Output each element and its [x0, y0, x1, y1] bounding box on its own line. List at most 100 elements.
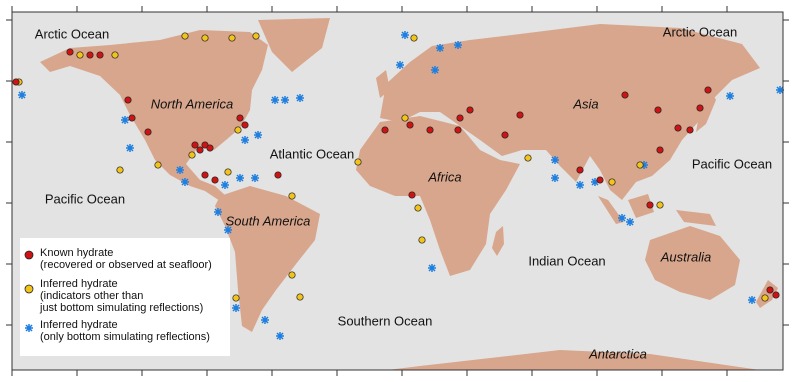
- place-label: South America: [226, 213, 311, 228]
- new-zealand: [756, 280, 778, 308]
- hydrate-marker: [236, 174, 244, 182]
- hydrate-marker: [748, 296, 756, 304]
- ticks: [6, 6, 789, 376]
- hydrate-marker: [234, 126, 242, 134]
- hydrate-marker: [181, 32, 189, 40]
- hydrate-marker: [436, 44, 444, 52]
- hydrate-marker: [596, 176, 604, 184]
- hydrate-marker: [224, 226, 232, 234]
- hydrate-marker: [211, 176, 219, 184]
- hydrate-marker: [232, 304, 240, 312]
- hydrate-marker: [454, 126, 462, 134]
- hydrate-marker: [428, 264, 436, 272]
- hydrate-marker: [608, 178, 616, 186]
- hydrate-marker: [704, 86, 712, 94]
- hydrate-marker: [640, 161, 648, 169]
- hydrate-marker: [426, 126, 434, 134]
- hydrate-marker: [181, 178, 189, 186]
- hydrate-marker: [241, 121, 249, 129]
- sumatra: [598, 196, 624, 224]
- place-label: North America: [151, 96, 234, 111]
- hydrate-marker: [274, 171, 282, 179]
- hydrate-marker: [401, 31, 409, 39]
- legend-text: just bottom simulating reflections): [39, 302, 203, 314]
- hydrate-marker: [621, 91, 629, 99]
- hydrate-marker: [271, 96, 279, 104]
- africa: [356, 116, 520, 276]
- hydrate-marker: [408, 191, 416, 199]
- legend-symbol: [25, 324, 33, 332]
- hydrate-marker: [228, 34, 236, 42]
- hydrate-marker: [381, 126, 389, 134]
- hydrate-marker: [144, 128, 152, 136]
- legend-text: (recovered or observed at seafloor): [40, 259, 212, 271]
- hydrate-marker: [656, 146, 664, 154]
- antarctica: [387, 350, 760, 370]
- legend-text: Inferred hydrate: [40, 278, 118, 290]
- hydrate-marker: [354, 158, 362, 166]
- hydrate-marker: [761, 294, 769, 302]
- hydrate-marker: [236, 114, 244, 122]
- frame: [11, 11, 784, 371]
- place-label: Arctic Ocean: [35, 26, 109, 41]
- hydrate-marker: [288, 271, 296, 279]
- legend-text: Known hydrate: [40, 247, 113, 259]
- hydrate-marker: [254, 131, 262, 139]
- hydrate-marker: [636, 161, 644, 169]
- hydrate-marker: [126, 144, 134, 152]
- hydrate-marker: [76, 51, 84, 59]
- hydrate-marker: [766, 286, 774, 294]
- legend-text: (only bottom simulating reflections): [40, 331, 210, 343]
- hydrate-marker: [128, 114, 136, 122]
- place-label: Atlantic Ocean: [270, 146, 355, 161]
- hydrate-marker: [111, 51, 119, 59]
- hydrate-marker: [654, 106, 662, 114]
- hydrate-marker: [576, 166, 584, 174]
- hydrate-marker: [401, 114, 409, 122]
- hydrate-marker: [456, 114, 464, 122]
- hydrate-marker: [232, 294, 240, 302]
- hydrate-marker: [772, 291, 780, 299]
- hydrate-marker: [206, 144, 214, 152]
- hydrate-marker: [431, 66, 439, 74]
- place-label: Pacific Ocean: [45, 191, 125, 206]
- hydrate-marker: [454, 41, 462, 49]
- hydrate-marker: [646, 201, 654, 209]
- hydrate-marker: [296, 94, 304, 102]
- hydrate-marker: [674, 124, 682, 132]
- place-label: Pacific Ocean: [692, 156, 772, 171]
- place-label: Southern Ocean: [338, 313, 433, 328]
- hydrate-marker: [154, 161, 162, 169]
- eurasia: [380, 24, 760, 200]
- hydrate-marker: [191, 141, 199, 149]
- hydrate-marker: [121, 116, 129, 124]
- legend: Known hydrate(recovered or observed at s…: [20, 238, 230, 356]
- hydrate-marker: [396, 61, 404, 69]
- greenland: [258, 18, 330, 72]
- hydrate-marker: [686, 126, 694, 134]
- hydrate-marker: [214, 208, 222, 216]
- hydrate-marker: [201, 34, 209, 42]
- hydrate-marker: [551, 156, 559, 164]
- japan: [696, 92, 716, 132]
- hydrate-marker: [406, 121, 414, 129]
- place-label: Antarctica: [588, 346, 647, 361]
- hydrate-marker: [656, 201, 664, 209]
- hydrate-marker: [124, 96, 132, 104]
- hydrate-marker: [551, 174, 559, 182]
- place-label: Asia: [572, 96, 598, 111]
- hydrate-marker: [466, 106, 474, 114]
- australia: [645, 226, 740, 300]
- hydrate-marker: [281, 96, 289, 104]
- place-label: Arctic Ocean: [663, 24, 737, 39]
- hydrate-marker: [86, 51, 94, 59]
- hydrate-marker: [201, 171, 209, 179]
- hydrate-marker: [414, 204, 422, 212]
- legend-symbol: [24, 250, 34, 260]
- hydrate-marker: [18, 91, 26, 99]
- legend-text: (indicators other than: [40, 290, 143, 302]
- hydrate-marker: [12, 78, 20, 86]
- hydrate-marker: [66, 48, 74, 56]
- land: [40, 18, 778, 370]
